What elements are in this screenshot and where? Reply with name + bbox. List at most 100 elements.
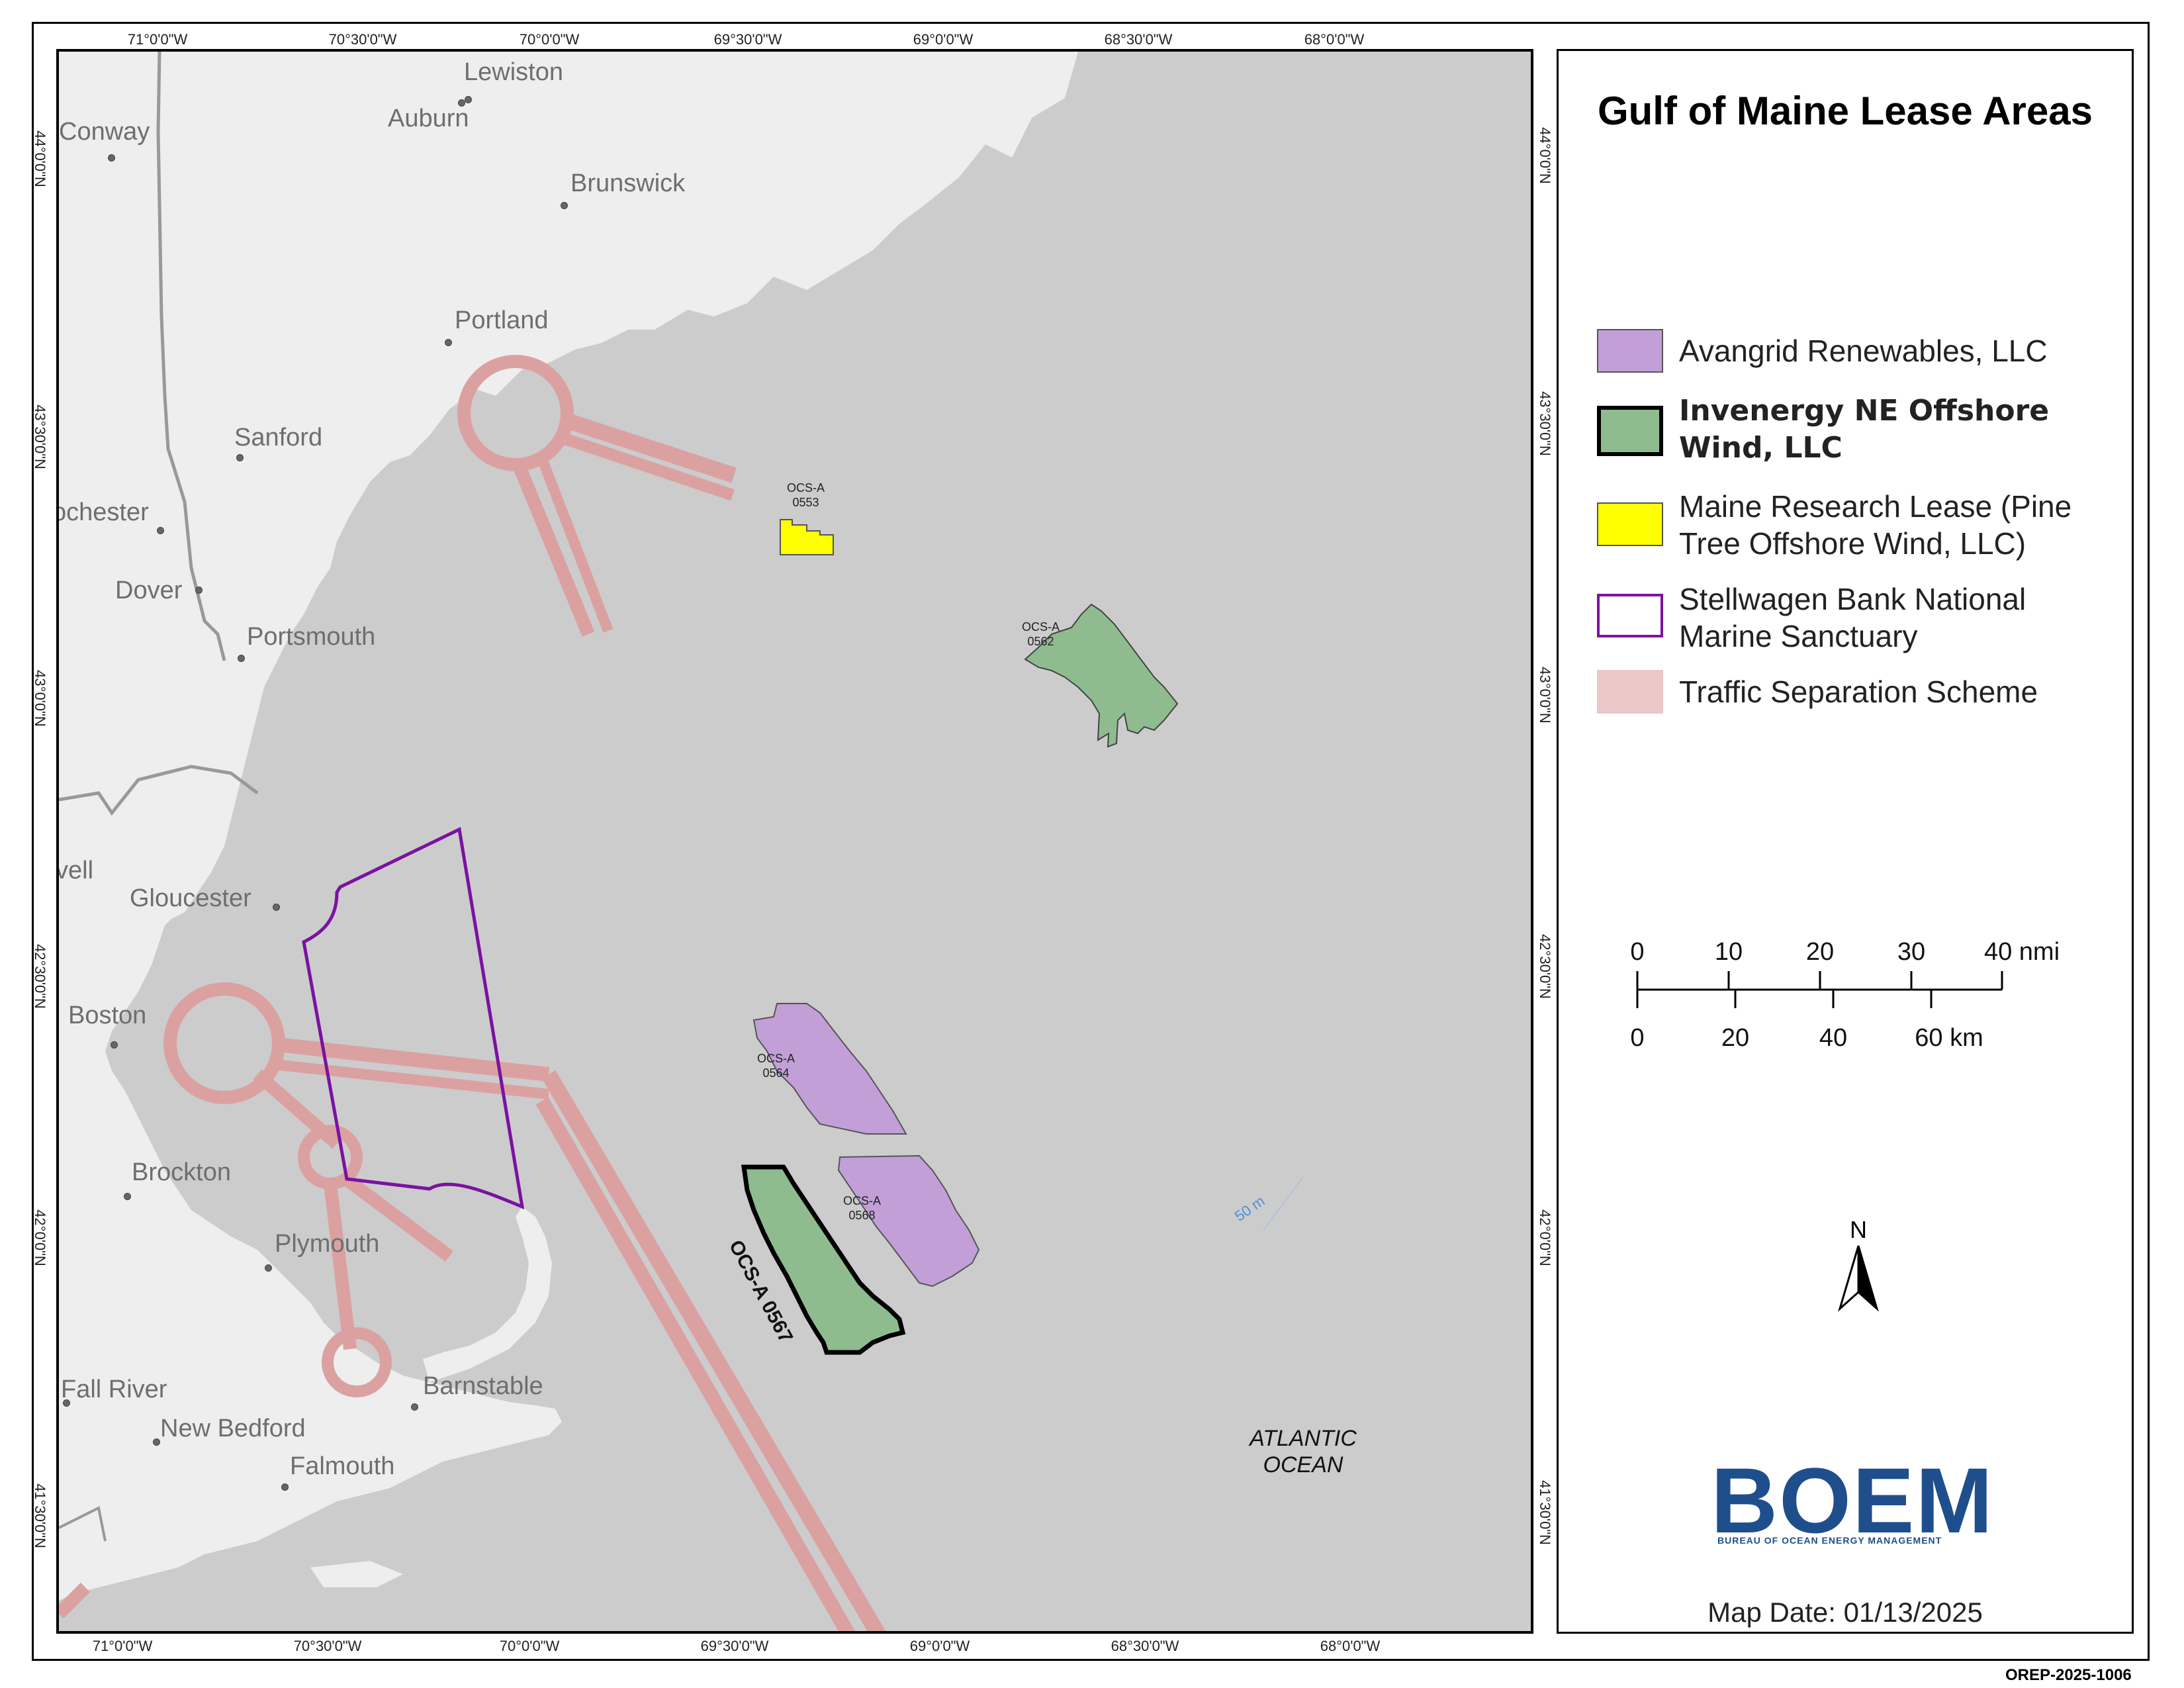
tick-right-5: 42°0'0"N [1537,1209,1553,1266]
city-new-bedford: New Bedford [160,1415,306,1442]
city-dot-dover [195,586,203,594]
city-dot-gloucester [273,904,280,911]
lease-ocs-a-0553[interactable] [780,519,834,555]
lease-label-0568: OCS-A 0568 [843,1194,882,1222]
state-boundary-ma-ri [59,1506,107,1542]
outer-frame [32,22,2150,1661]
tick-left-2: 43°30'0"N [32,404,48,469]
scale-km-20: 20 [1721,1024,1750,1052]
city-dot-rochester [157,527,164,534]
tick-bottom-2: 70°30'0"W [293,1638,362,1654]
legend-swatch-traffic [1597,670,1663,714]
city-dot-auburn [458,99,465,107]
map-panel[interactable]: Lewiston Auburn Conway Brunswick Portlan… [56,49,1533,1634]
city-dot-sanford [236,454,244,461]
lease-label-0562: OCS-A 0562 [1022,620,1060,648]
ocean-label: ATLANTIC OCEAN [1237,1425,1369,1478]
map-title: Gulf of Maine Lease Areas [1597,89,2093,133]
tick-top-1: 71°0'0"W [127,31,188,48]
legend-swatch-avangrid [1597,329,1663,373]
city-dot-brockton [124,1193,131,1200]
mainland [59,52,1078,1601]
island [310,1561,403,1587]
city-plymouth: Plymouth [275,1230,380,1258]
legend-label-maine-research: Maine Research Lease (Pine Tree Offshore… [1679,489,2072,561]
scale-km-0: 0 [1630,1024,1645,1052]
tick-top-3: 70°0'0"W [519,31,580,48]
city-dot-new-bedford [153,1438,160,1446]
lease-ocs-a-0564[interactable] [752,1003,907,1135]
tick-right-3: 43°0'0"N [1537,667,1553,724]
boem-logo: BOEM [1711,1448,1994,1552]
stellwagen-sanctuary[interactable] [302,827,525,1210]
lease-ocs-a-0567[interactable] [741,1164,906,1355]
city-falmouth: Falmouth [290,1452,395,1480]
city-dot-barnstable [411,1403,418,1411]
tick-bottom-4: 69°30'0"W [700,1638,769,1654]
tick-top-2: 70°30'0"W [328,31,397,48]
city-dot-lewiston [465,96,472,103]
scale-nmi-20: 20 [1805,938,1835,966]
city-brunswick: Brunswick [570,169,686,197]
map-date: Map Date: 01/13/2025 [1707,1597,1983,1628]
legend-label-stellwagen: Stellwagen Bank National Marine Sanctuar… [1679,582,2026,653]
city-dot-falmouth [281,1483,289,1491]
legend-swatch-maine-research [1597,502,1663,546]
city-gloucester: Gloucester [130,884,251,912]
city-portland: Portland [455,306,549,334]
tick-top-4: 69°30'0"W [713,31,782,48]
lease-ocs-a-0562[interactable] [1024,603,1179,748]
tick-left-1: 44°0'0"N [32,130,48,187]
tick-bottom-3: 70°0'0"W [499,1638,560,1654]
tick-right-1: 44°0'0"N [1537,127,1553,184]
scale-nmi-40: 40 nmi [1983,938,2060,966]
lease-label-0553: OCS-A 0553 [787,481,825,509]
city-dot-plymouth [265,1264,272,1272]
legend-label-invenergy: Invenergy NE Offshore Wind, LLC [1679,394,2050,465]
city-dover: Dover [115,577,183,604]
state-boundary-nh-me [156,52,226,661]
lease-ocs-a-0568[interactable] [837,1154,980,1288]
city-brockton: Brockton [132,1158,231,1186]
tick-bottom-1: 71°0'0"W [92,1638,153,1654]
city-dot-conway [108,154,115,162]
tick-left-3: 43°0'0"N [32,670,48,727]
tick-left-4: 42°30'0"N [32,944,48,1009]
city-dot-boston [111,1041,118,1049]
tick-left-6: 41°30'0"N [32,1483,48,1548]
depth-contour [1263,1176,1304,1231]
legend-swatch-invenergy [1597,406,1663,456]
city-dot-portland [445,339,452,346]
tick-bottom-7: 68°0'0"W [1320,1638,1381,1654]
cape-cod [423,1207,552,1382]
tick-bottom-5: 69°0'0"W [909,1638,970,1654]
legend-label-traffic: Traffic Separation Scheme [1679,675,2038,709]
city-haverhill: vell [56,857,94,884]
city-conway: Conway [59,118,150,146]
tick-right-4: 42°30'0"N [1537,934,1553,999]
city-dot-brunswick [561,202,568,209]
city-lewiston: Lewiston [464,58,563,86]
city-sanford: Sanford [234,424,323,451]
city-barnstable: Barnstable [423,1372,543,1400]
city-rochester: ochester [56,498,149,526]
legend-label-avangrid: Avangrid Renewables, LLC [1679,334,2048,368]
scale-nmi-0: 0 [1630,938,1645,966]
lease-label-0564: OCS-A 0564 [757,1052,796,1080]
ocean-label-line2: OCEAN [1263,1452,1343,1477]
boem-logo-subtitle: BUREAU OF OCEAN ENERGY MANAGEMENT [1717,1535,1942,1546]
tick-top-5: 69°0'0"W [913,31,974,48]
city-dot-portsmouth [238,655,245,662]
north-label: N [1850,1216,1867,1243]
scale-km-40: 40 [1819,1024,1848,1052]
state-boundary-ma-nh [59,765,259,816]
tick-top-6: 68°30'0"W [1104,31,1173,48]
tick-right-2: 43°30'0"N [1537,391,1553,456]
tick-top-7: 68°0'0"W [1304,31,1365,48]
city-auburn: Auburn [388,105,469,132]
legend-panel: Gulf of Maine Lease Areas Avangrid Renew… [1557,49,2134,1634]
legend-swatch-stellwagen [1597,594,1663,637]
city-portsmouth: Portsmouth [247,623,376,651]
tick-bottom-6: 68°30'0"W [1111,1638,1179,1654]
map-canvas[interactable] [59,52,1533,1634]
